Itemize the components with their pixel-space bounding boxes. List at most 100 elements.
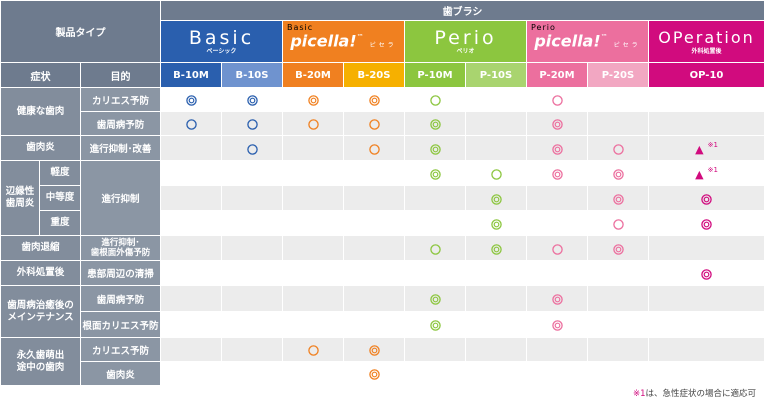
product-code-p-20s: P-20S [587,62,649,88]
empty-cell [343,210,405,236]
symptom-erupting: 永久歯萌出 途中の歯肉 [0,337,81,386]
circle-mark [307,345,319,356]
empty-cell [160,285,222,312]
empty-cell [221,210,283,236]
empty-cell [221,235,283,261]
note-mark: ※1 [707,141,718,150]
empty-cell [587,87,649,112]
brand-header-3: Perio picella!™ピセラ [526,20,649,63]
double-circle-icon [404,311,466,338]
brand-header-2: Perio ペリオ [404,20,527,63]
circle-icon [160,111,222,136]
table-row: 歯周病治癒後の メインテナンス 歯周病予防 [0,285,764,338]
product-code-b-20m: B-20M [282,62,344,88]
circle-mark [307,119,319,130]
empty-cell [526,210,588,236]
double-circle-mark [246,95,258,106]
empty-cell [160,135,222,161]
circle-mark [368,119,380,130]
brand-name: OPeration 外科処置後 [658,28,755,55]
double-circle-mark [429,320,441,331]
symptom-gingivitis: 歯肉炎 [0,135,81,161]
double-circle-icon [587,160,649,186]
brand-name: Perio ペリオ [434,27,497,55]
double-circle-mark [551,294,563,305]
empty-cell [282,361,344,386]
empty-cell [404,260,466,286]
purpose-caries: カリエス予防 [80,87,161,112]
empty-cell [404,361,466,386]
empty-cell [282,260,344,286]
empty-cell [465,337,527,362]
symptom-maintenance: 歯周病治癒後の メインテナンス [0,285,81,338]
empty-cell [465,87,527,112]
brand-name: Basic ベーシック [188,27,255,55]
purpose-progress-suppress: 進行抑制 [80,160,161,236]
severity-severe: 重度 [39,210,81,236]
note-mark: ※1 [707,166,718,175]
double-circle-mark [612,193,624,205]
empty-cell [587,337,649,362]
brand-row: Basic ベーシック Basic picella!™ピセラ Perio ペリオ Perio… [1,20,764,63]
empty-cell [282,285,344,312]
brand-small-label: Basic [287,23,314,32]
double-circle-icon [404,111,466,136]
double-circle-icon [526,311,588,338]
empty-cell [587,311,649,338]
table-row: 永久歯萌出 途中の歯肉 カリエス予防 [0,337,764,386]
triangle-mark: ▲ [695,167,704,181]
table-row: 外科処置後 患部周辺の清掃 [0,260,764,286]
empty-cell [465,285,527,312]
empty-cell [282,135,344,161]
circle-icon [404,87,466,112]
double-circle-icon [526,111,588,136]
double-circle-icon [343,361,405,386]
empty-cell [221,185,283,211]
toothbrush-group-header: 歯ブラシ [159,0,764,21]
double-circle-mark [429,119,441,130]
empty-cell [647,235,764,261]
double-circle-icon [221,87,283,112]
double-circle-mark [612,243,624,255]
footnote: ※1は、急性症状の場合に適応可 [632,389,756,399]
empty-cell [282,311,344,338]
empty-cell [587,285,649,312]
brand-header-4: OPeration 外科処置後 [647,20,764,63]
double-circle-mark [368,369,380,380]
circle-mark [612,143,624,155]
double-circle-mark [185,95,197,106]
empty-cell [160,337,222,362]
double-circle-mark [490,243,502,255]
severity-moderate: 中等度 [39,185,81,211]
circle-icon [282,337,344,362]
circle-icon [526,87,588,112]
purpose-gingivitis: 進行抑制･改善 [80,135,161,161]
empty-cell [526,361,588,386]
double-circle-mark [701,193,712,205]
circle-mark [551,95,563,106]
empty-cell [647,111,764,136]
double-circle-icon [282,87,344,112]
empty-cell [221,361,283,386]
empty-cell [343,235,405,261]
purpose-gum-inflammation: 歯肉炎 [80,361,161,386]
double-circle-icon [465,210,527,236]
empty-cell [465,260,527,286]
double-circle-mark [490,218,502,230]
symptom-marginal-periodontitis: 辺縁性 歯周炎 [0,160,40,236]
double-circle-mark [551,168,563,180]
empty-cell [160,160,222,186]
product-code-b-20s: B-20S [343,62,405,88]
double-circle-icon [526,160,588,186]
empty-cell [343,285,405,312]
empty-cell [221,337,283,362]
empty-cell [221,160,283,186]
empty-cell [465,135,527,161]
table-row: 根面カリエス予防 [0,311,764,338]
double-circle-mark [368,95,380,106]
product-code-p-10m: P-10M [404,62,466,88]
empty-cell [160,361,222,386]
empty-cell [343,311,405,338]
purpose-caries-2: カリエス予防 [80,337,161,362]
circle-icon [343,135,405,161]
